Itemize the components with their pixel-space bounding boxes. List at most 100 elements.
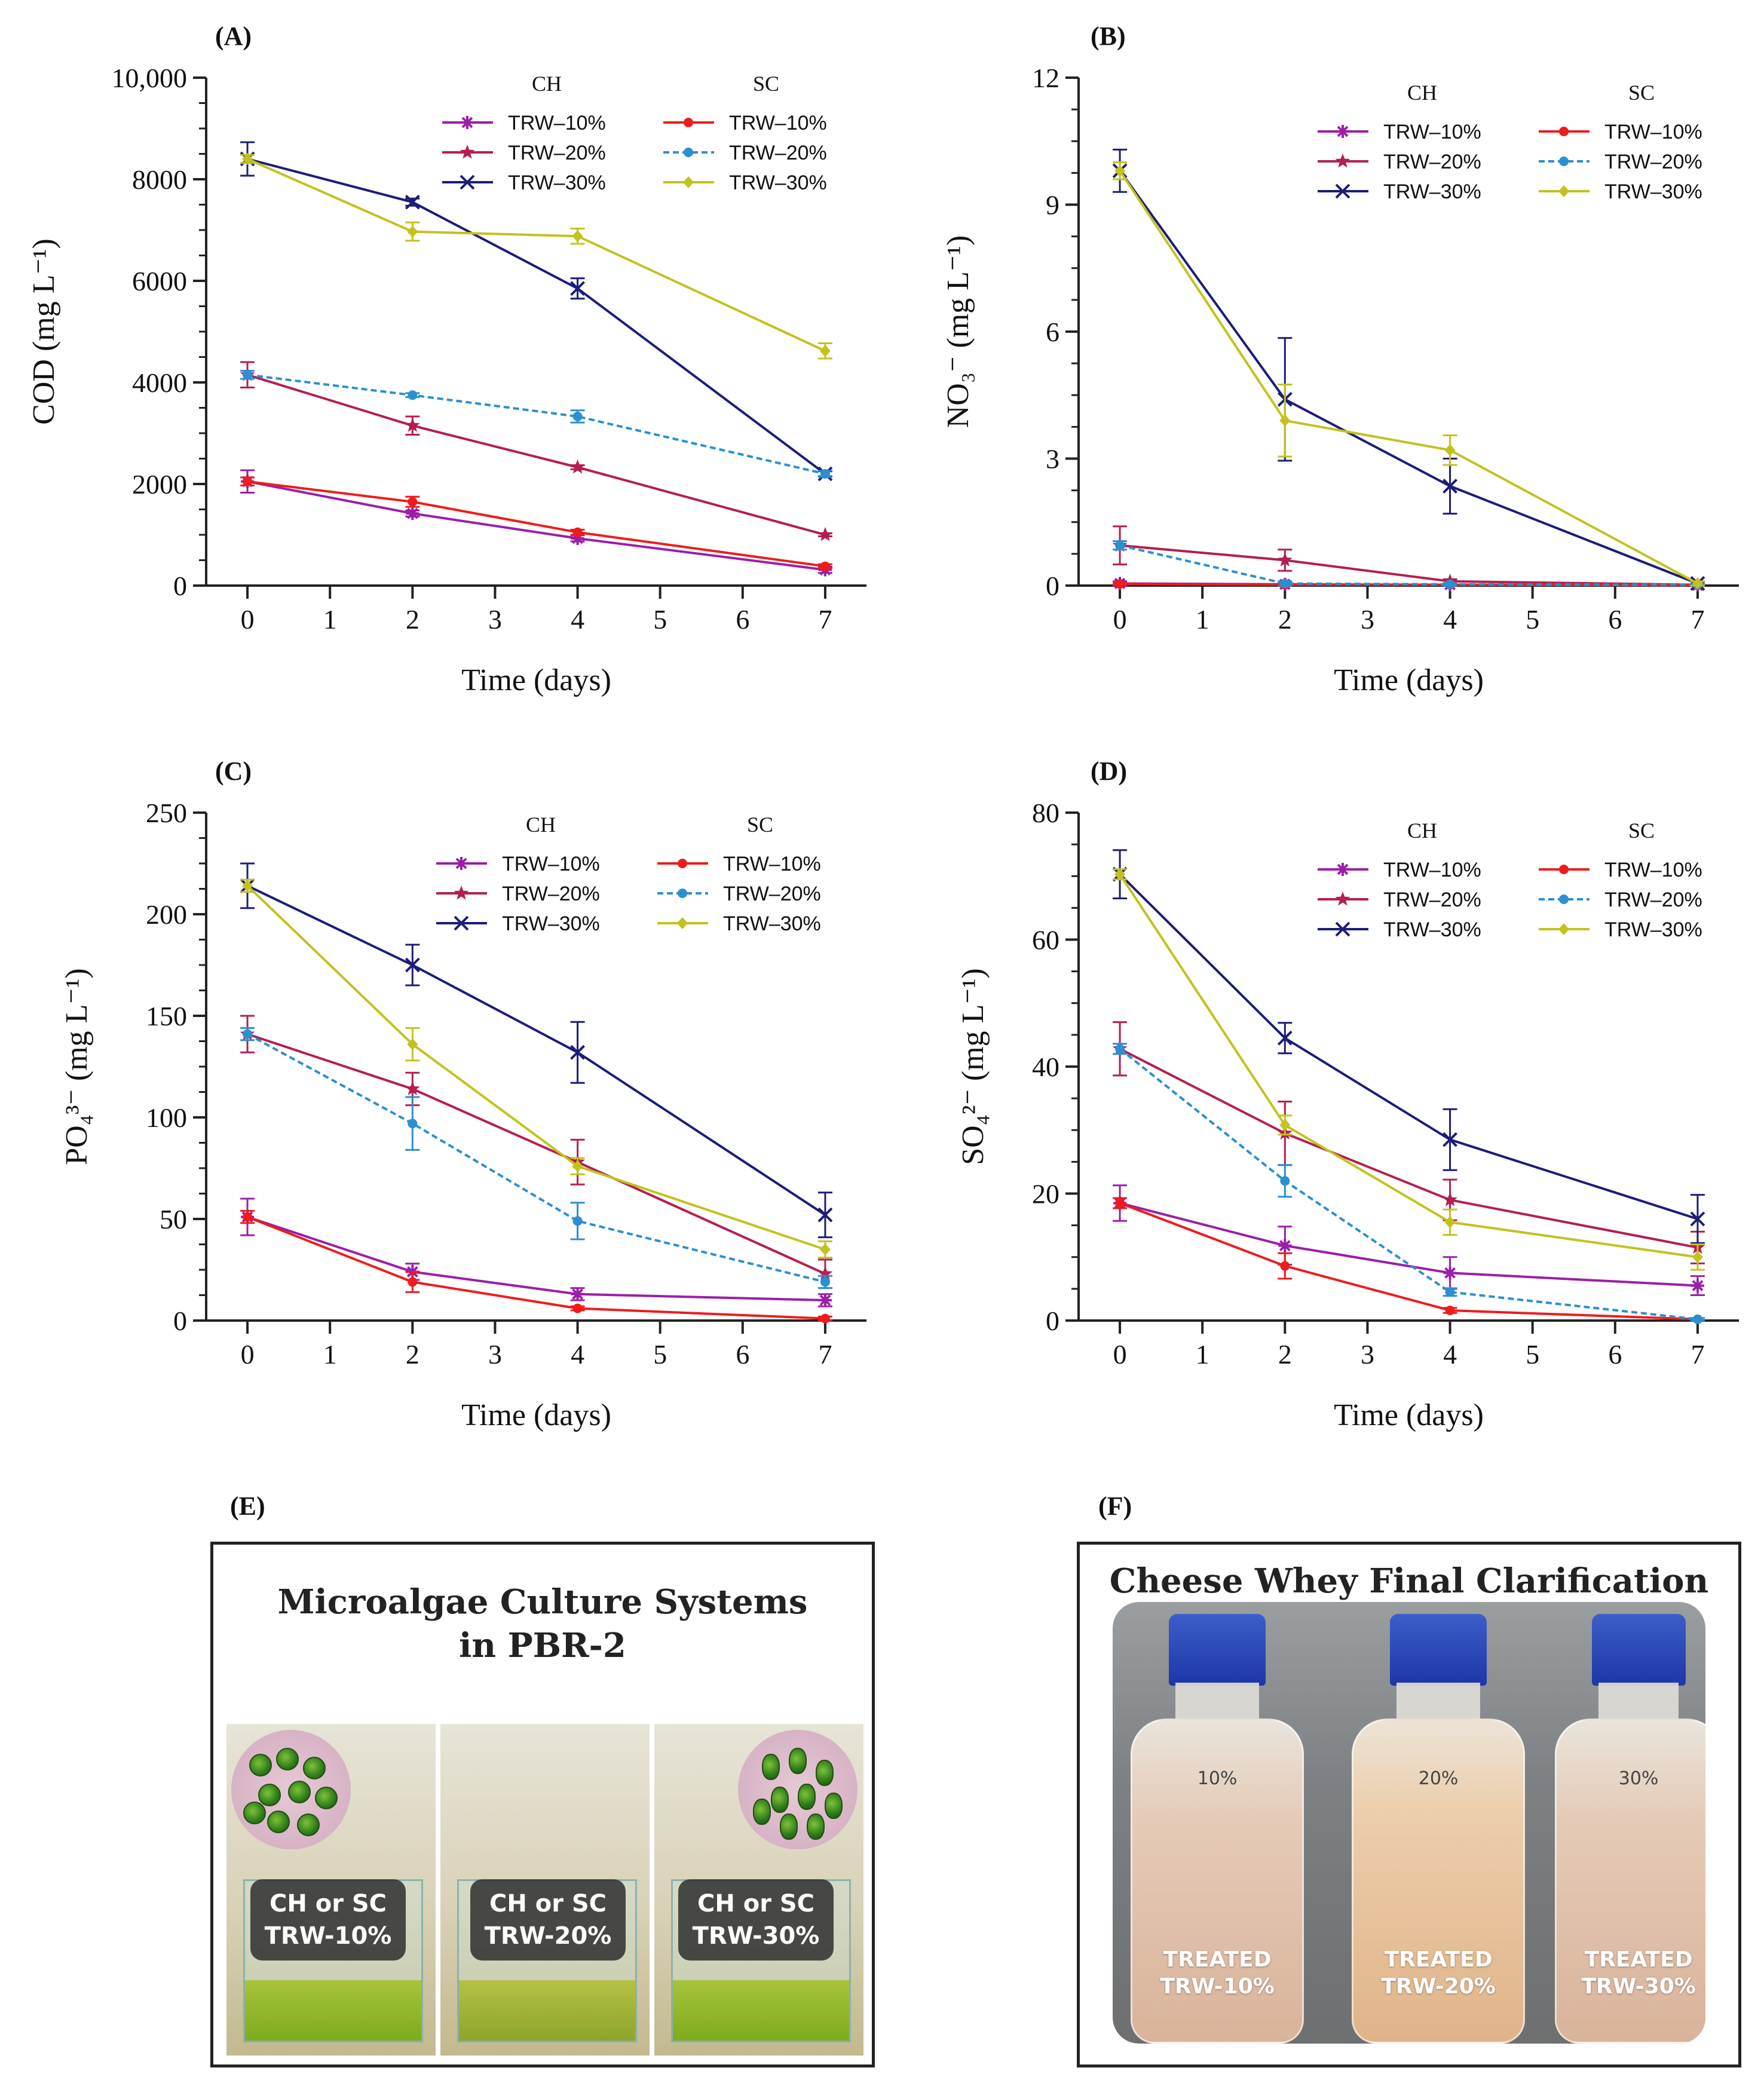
legend-label: TRW–20% [1383,151,1481,173]
x-tick-label: 7 [1690,1339,1704,1370]
x-tick-label: 2 [1278,1339,1292,1370]
data-point [243,1212,253,1222]
data-point [820,1277,830,1287]
data-point [817,1207,833,1223]
bottle-body: 10% TREATED TRW-10% [1131,1718,1304,2044]
data-point [243,476,253,486]
x-tick-label: 4 [1443,604,1457,635]
series-ch10 [240,1197,832,1307]
data-point [406,507,419,520]
legend-label: TRW–30% [1383,918,1481,941]
y-tick-label: 3 [1046,444,1059,474]
legend-group-sc: SC [753,72,779,96]
legend-label: TRW–10% [1604,121,1702,143]
x-tick-label: 1 [323,604,337,635]
data-point [1559,895,1569,904]
data-point [1692,1314,1702,1324]
x-tick-label: 5 [653,1339,667,1370]
series-sc30 [1113,161,1705,590]
series-ch20 [1112,1021,1705,1264]
series-sc10 [240,1209,832,1324]
chip-line1: CH or SC [269,1890,387,1917]
data-point [1692,577,1703,590]
data-point [408,497,418,507]
legend-label: TRW–10% [1604,859,1702,881]
data-point [407,1038,418,1050]
y-tick-label: 150 [146,1001,187,1031]
data-point [819,345,831,357]
culture-chip-30: CH or SC TRW-30% [678,1879,834,1961]
culture-liquid [245,1980,421,2041]
data-point [1114,868,1126,881]
data-point [678,889,687,898]
micrograph-oval-cells [738,1730,858,1849]
x-tick-label: 6 [1608,604,1622,635]
x-tick-label: 5 [1526,604,1539,635]
data-point [1279,1119,1291,1131]
data-point [1445,579,1455,589]
x-tick-label: 0 [241,1339,255,1370]
y-tick-label: 60 [1032,925,1059,955]
bottle-mark: 20% [1418,1768,1459,1789]
series-line [247,1215,825,1301]
series-line [247,373,826,475]
data-point [820,469,830,479]
bottle-mark: 10% [1197,1768,1238,1789]
bottle-body: 20% TREATED TRW-20% [1352,1718,1526,2044]
panel-tag: (D) [1091,756,1127,786]
series-sc20 [240,369,832,479]
y-tick-label: 4000 [132,367,187,398]
culture-photo-panel: Microalgae Culture Systems in PBR-2 CH o… [210,1542,875,2067]
y-tick-label: 200 [146,899,187,930]
data-point [1280,578,1290,589]
x-tick-label: 0 [1113,604,1127,635]
data-point [1690,1279,1704,1292]
series-line [247,373,826,536]
legend-label: TRW–30% [729,171,827,194]
legend-label: TRW–10% [729,112,827,134]
series-ch10 [240,469,832,577]
chart-panel-3: (C) 0 50 100 150 200 250 0 1 2 3 4 5 6 7 Time (days) PO₄… [60,756,866,1432]
bottle-body: 30% TREATED TRW-30% [1555,1718,1705,2044]
bottle-mark: 30% [1618,1768,1659,1789]
y-tick-label: 6000 [132,266,187,296]
legend-group-ch: CH [532,72,562,96]
series-sc30 [1113,868,1705,1271]
data-point [1443,1132,1457,1147]
legend-label: TRW–30% [508,171,606,194]
bottle-label: TREATED TRW-20% [1381,1947,1496,1999]
x-tick-label: 2 [406,1339,419,1370]
data-point [678,859,687,868]
bottle-label: TREATED TRW-10% [1160,1947,1275,1999]
data-point [820,561,830,571]
y-tick-label: 50 [160,1204,187,1235]
y-tick-label: 0 [1046,571,1059,601]
data-point [1445,1306,1455,1315]
x-tick-label: 0 [241,604,255,635]
y-tick-label: 8000 [132,164,187,195]
whey-photo-panel: Cheese Whey Final Clarification 10% TREA… [1077,1542,1741,2067]
series-sc20 [240,1027,832,1289]
culture-pane-30: CH or SC TRW-30% [654,1724,863,2056]
data-point [243,370,253,380]
micrograph-round-cells [231,1730,351,1849]
data-point [405,1081,420,1095]
data-point [460,145,475,159]
data-point [684,148,693,157]
data-point [1559,865,1569,874]
legend-label: TRW–20% [508,142,606,164]
culture-chip-20: CH or SC TRW-20% [470,1879,626,1961]
chart-panel-1: (A) 0 2000 4000 6000 8000 10,000 0 1 2 3 4 5 6 7 Time (… [27,22,866,697]
data-point [455,857,468,870]
data-point [1336,125,1349,138]
data-point [1115,1198,1125,1208]
series-sc20 [1113,540,1705,590]
data-point [1444,444,1456,457]
data-point [1280,1176,1290,1186]
chip-line2: TRW-30% [692,1922,820,1950]
data-point [1278,1239,1292,1252]
data-point [1115,579,1125,589]
y-tick-label: 10,000 [112,63,188,93]
